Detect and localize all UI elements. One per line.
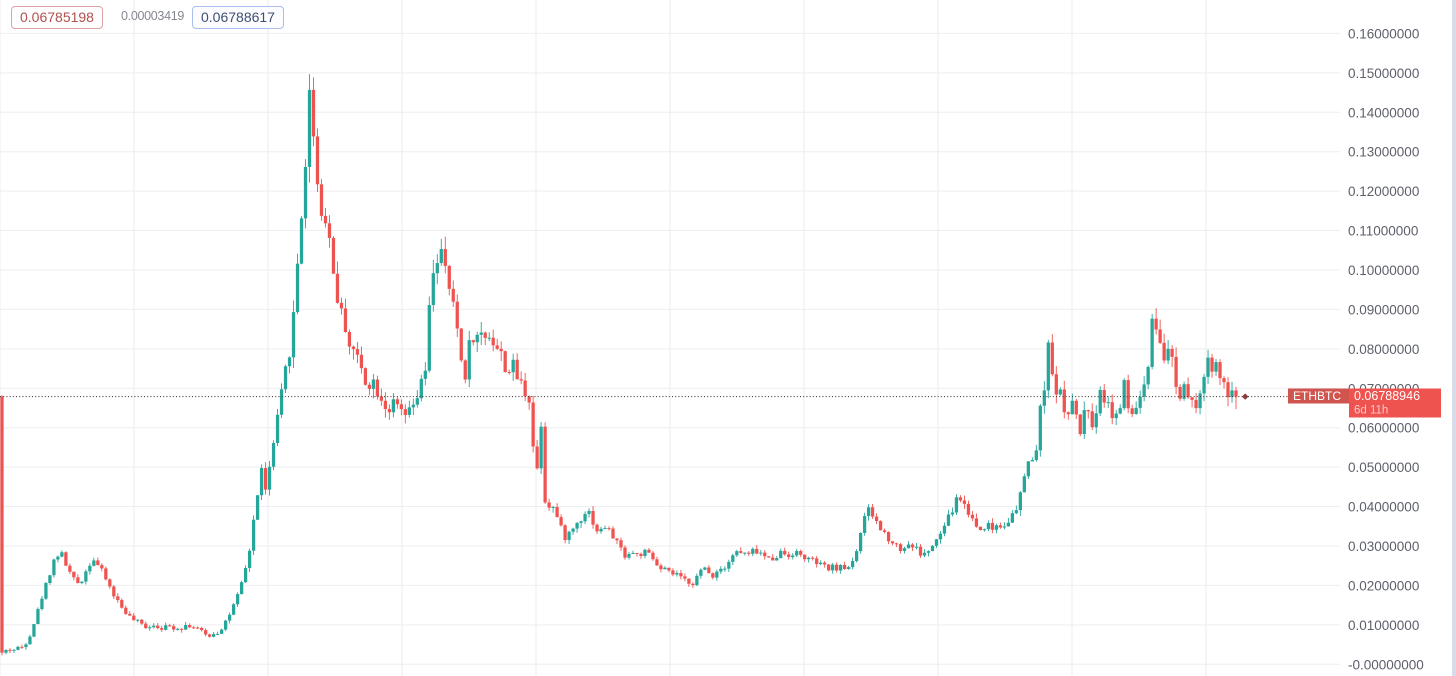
svg-text:ETHBTC: ETHBTC — [1293, 389, 1341, 403]
svg-text:0.11000000: 0.11000000 — [1348, 224, 1418, 239]
svg-text:0.16000000: 0.16000000 — [1348, 26, 1419, 41]
svg-text:0.03000000: 0.03000000 — [1348, 539, 1419, 554]
svg-text:0.13000000: 0.13000000 — [1348, 145, 1419, 160]
svg-text:0.02000000: 0.02000000 — [1348, 578, 1419, 593]
svg-text:0.01000000: 0.01000000 — [1348, 618, 1419, 633]
svg-text:0.04000000: 0.04000000 — [1348, 500, 1419, 515]
svg-text:0.14000000: 0.14000000 — [1348, 105, 1419, 120]
svg-text:6d 11h: 6d 11h — [1354, 405, 1388, 417]
svg-text:0.15000000: 0.15000000 — [1348, 66, 1419, 81]
svg-text:0.06000000: 0.06000000 — [1348, 421, 1419, 436]
svg-text:-0.00000000: -0.00000000 — [1348, 657, 1424, 672]
svg-text:0.05000000: 0.05000000 — [1348, 460, 1419, 475]
svg-text:0.09000000: 0.09000000 — [1348, 302, 1419, 317]
svg-text:0.10000000: 0.10000000 — [1348, 263, 1419, 278]
svg-text:0.06788946: 0.06788946 — [1354, 389, 1420, 403]
svg-text:0.12000000: 0.12000000 — [1348, 184, 1419, 199]
svg-text:0.08000000: 0.08000000 — [1348, 342, 1419, 357]
